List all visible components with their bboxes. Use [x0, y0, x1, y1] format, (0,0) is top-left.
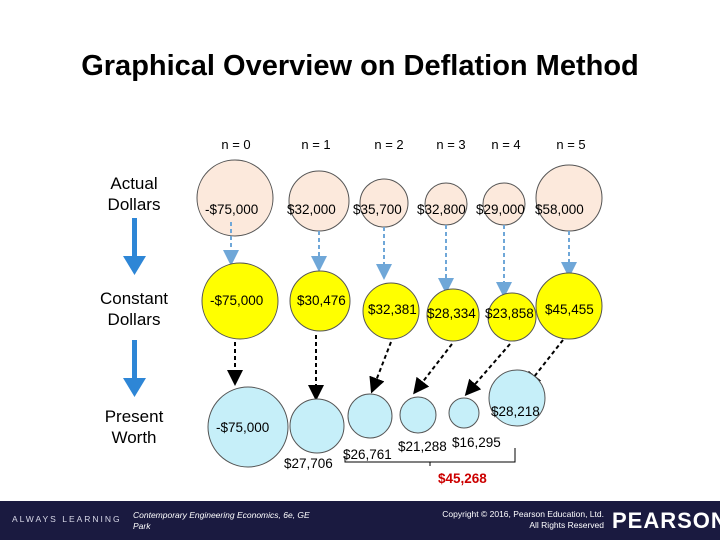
actual-circle-n1: [288, 170, 350, 232]
discount-arrow-n4: [464, 343, 511, 397]
present-circle-n5: [488, 369, 546, 427]
present-circle-n2: [347, 393, 393, 439]
period-header-n0: n = 0: [221, 137, 251, 152]
constant-circle-n2: [362, 282, 420, 340]
present-value-n3: $21,288: [398, 439, 447, 454]
present-circle-n4: [448, 397, 480, 429]
book-citation: Contemporary Engineering Economics, 6e, …: [133, 510, 353, 532]
constant-to-present-arrow: [123, 340, 146, 397]
copyright: Copyright © 2016, Pearson Education, Ltd…: [370, 509, 604, 531]
actual-value-n5: $58,000: [535, 202, 584, 217]
row-label-present: Present Worth: [89, 406, 179, 448]
constant-circle-n4: [487, 292, 537, 342]
discount-arrow-n3: [413, 343, 453, 395]
present-value-n4: $16,295: [452, 435, 501, 450]
period-header-n1: n = 1: [301, 137, 331, 152]
row-label-constant-line1: Constant: [99, 289, 169, 308]
constant-value-n3: $28,334: [427, 306, 476, 321]
row-label-actual-line1: Actual: [110, 174, 158, 193]
row-label-actual-line2: Dollars: [107, 195, 161, 214]
actual-circle-n5: [535, 164, 603, 232]
discount-arrow-n2: [369, 341, 392, 394]
present-value-n1: $27,706: [284, 456, 333, 471]
period-header-n3: n = 3: [436, 137, 466, 152]
present-circle-n3: [399, 396, 437, 434]
actual-value-n2: $35,700: [353, 202, 402, 217]
period-header-n5: n = 5: [556, 137, 586, 152]
footer-bar: [0, 501, 720, 540]
actual-to-constant-arrow: [123, 218, 146, 275]
copyright-line2: All Rights Reserved: [529, 520, 604, 530]
book-citation-line1: Contemporary Engineering Economics, 6e, …: [133, 510, 310, 520]
constant-circle-n3: [426, 288, 480, 342]
copyright-line1: Copyright © 2016, Pearson Education, Ltd…: [442, 509, 604, 519]
always-learning-tagline: ALWAYS LEARNING: [12, 514, 122, 524]
constant-value-n2: $32,381: [368, 302, 417, 317]
actual-value-n3: $32,800: [417, 202, 466, 217]
present-worth-total: $45,268: [438, 471, 487, 486]
book-citation-line2: Park: [133, 521, 151, 531]
constant-circle-n0: [201, 262, 279, 340]
row-label-present-line2: Worth: [111, 428, 157, 447]
actual-value-n4: $29,000: [476, 202, 525, 217]
constant-circle-n1: [289, 270, 351, 332]
actual-circle-n0: [196, 159, 274, 237]
row-label-constant: Constant Dollars: [89, 288, 179, 330]
constant-value-n5: $45,455: [545, 302, 594, 317]
pearson-logo: PEARSON: [612, 508, 720, 533]
row-label-constant-line2: Dollars: [107, 310, 161, 329]
row-label-actual: Actual Dollars: [89, 173, 179, 215]
constant-value-n1: $30,476: [297, 293, 346, 308]
constant-value-n4: $23,858: [485, 306, 534, 321]
constant-value-n0: -$75,000: [210, 293, 264, 308]
row-label-present-line1: Present: [104, 407, 164, 426]
present-value-n2: $26,761: [343, 447, 392, 462]
page-title: Graphical Overview on Deflation Method: [81, 50, 639, 82]
actual-value-n1: $32,000: [287, 202, 336, 217]
actual-value-n0: -$75,000: [205, 202, 259, 217]
constant-circle-n5: [535, 272, 603, 340]
period-header-n4: n = 4: [491, 137, 521, 152]
present-value-n0: -$75,000: [216, 420, 270, 435]
discount-arrow-n5: [525, 339, 564, 389]
present-circle-n1: [289, 398, 345, 454]
present-circle-n0: [207, 386, 289, 468]
period-header-n2: n = 2: [374, 137, 404, 152]
present-value-n5: $28,218: [491, 404, 540, 419]
